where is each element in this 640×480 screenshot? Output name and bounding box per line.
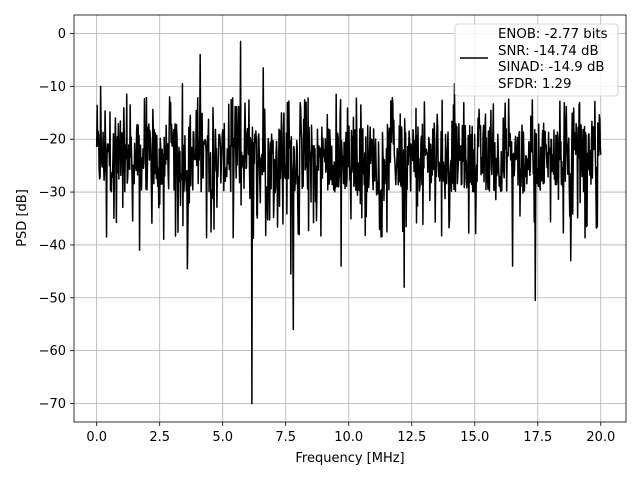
x-axis-label: Frequency [MHz] (295, 451, 404, 466)
x-tick-label: 10.0 (334, 430, 363, 445)
x-axis-ticks: 0.0 2.5 5.0 7.5 10.0 12.5 15.0 17.5 20.0 (86, 422, 615, 445)
legend-enob: ENOB: -2.77 bits (498, 27, 608, 42)
legend-snr: SNR: -14.74 dB (498, 44, 599, 59)
x-tick-label: 2.5 (149, 430, 170, 445)
y-tick-label: −50 (39, 291, 66, 306)
legend-box (454, 23, 619, 97)
psd-series-line (95, 40, 602, 405)
x-tick-label: 20.0 (586, 430, 615, 445)
y-tick-label: −10 (39, 80, 66, 95)
legend-sfdr: SFDR: 1.29 (498, 77, 571, 92)
plot-area (95, 40, 602, 405)
x-tick-label: 15.0 (460, 430, 489, 445)
x-tick-label: 12.5 (397, 430, 426, 445)
legend: ENOB: -2.77 bits SNR: -14.74 dB SINAD: -… (454, 23, 619, 97)
y-tick-label: −60 (39, 344, 66, 359)
y-axis-ticks: 0 −10 −20 −30 −40 −50 −60 −70 (39, 27, 74, 412)
x-tick-label: 0.0 (86, 430, 107, 445)
x-tick-label: 7.5 (275, 430, 296, 445)
y-tick-label: −40 (39, 238, 66, 253)
y-tick-label: −70 (39, 397, 66, 412)
axes-frame (73, 14, 627, 423)
legend-sinad: SINAD: -14.9 dB (498, 60, 605, 75)
y-tick-label: −20 (39, 133, 66, 148)
y-axis-label: PSD [dB] (15, 189, 30, 247)
x-tick-label: 5.0 (212, 430, 233, 445)
y-tick-label: 0 (58, 27, 66, 42)
y-tick-label: −30 (39, 186, 66, 201)
x-tick-label: 17.5 (523, 430, 552, 445)
